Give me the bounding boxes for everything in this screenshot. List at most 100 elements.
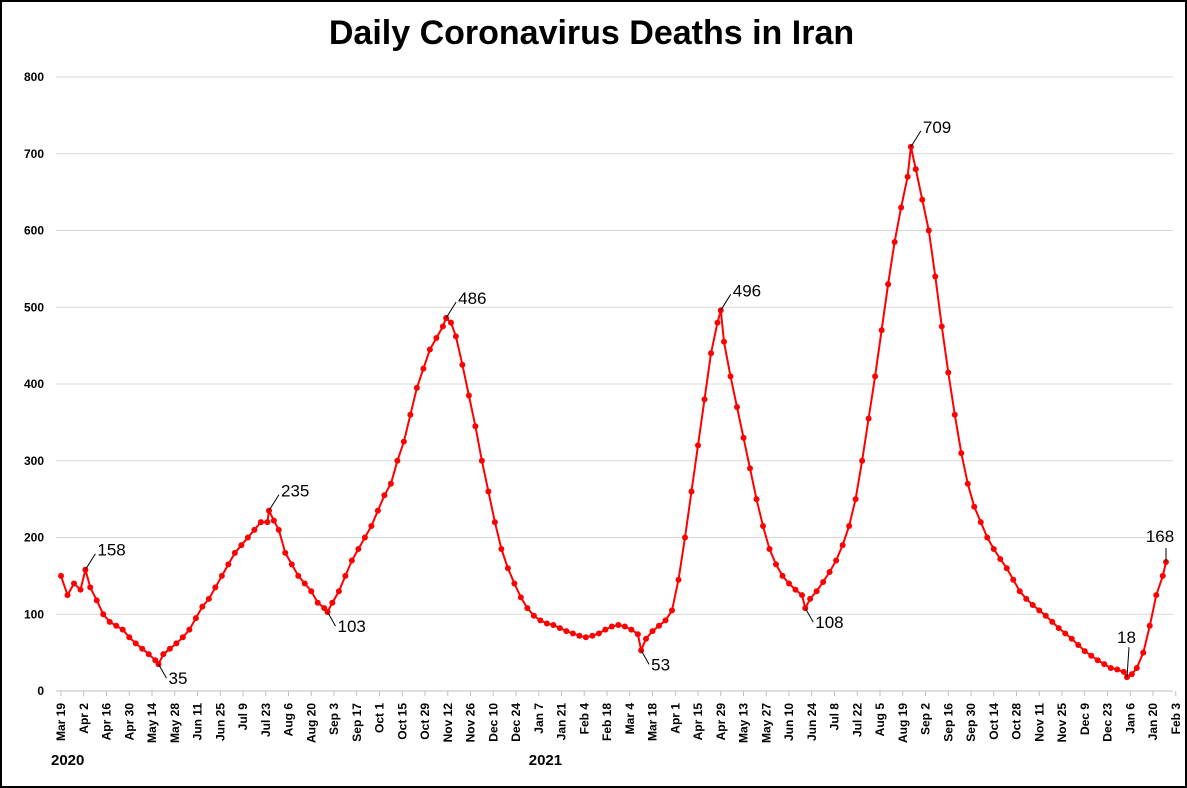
data-point — [872, 373, 879, 380]
annotation-label: 53 — [651, 655, 670, 674]
annotation-label: 496 — [733, 281, 761, 300]
x-tick-label: Oct 15 — [395, 703, 409, 740]
data-point — [1049, 618, 1056, 625]
data-point — [478, 457, 485, 464]
data-point — [1055, 625, 1062, 632]
data-point — [826, 569, 833, 576]
data-point — [807, 595, 814, 602]
data-point — [919, 196, 926, 203]
x-tick-label: Oct 29 — [418, 703, 432, 740]
data-point — [990, 546, 997, 553]
data-point — [628, 626, 635, 633]
data-point — [361, 534, 368, 541]
data-point — [387, 480, 394, 487]
year-labels: 2020 2021 — [51, 752, 562, 769]
annotation-label: 709 — [923, 118, 951, 137]
data-point — [308, 588, 315, 595]
data-point — [688, 488, 695, 495]
data-point — [740, 434, 747, 441]
data-point — [1010, 576, 1017, 583]
data-point — [439, 323, 446, 330]
data-point — [413, 384, 420, 391]
x-tick-label: Oct 28 — [1010, 703, 1024, 740]
annotation-leader — [327, 611, 336, 627]
data-point — [64, 592, 71, 599]
data-point — [701, 396, 708, 403]
data-point — [846, 522, 853, 529]
annotation-leader — [804, 607, 814, 623]
data-point — [634, 631, 641, 638]
x-tick-label: Jan 21 — [555, 703, 569, 741]
data-point — [589, 632, 596, 639]
data-point — [792, 586, 799, 593]
data-point — [257, 519, 264, 526]
data-point — [1153, 592, 1160, 599]
data-point — [113, 622, 120, 629]
data-point — [335, 588, 342, 595]
x-tick-label: Apr 16 — [100, 703, 114, 741]
data-point — [407, 411, 414, 418]
data-point — [192, 615, 199, 622]
data-point — [301, 580, 308, 587]
data-point — [314, 599, 321, 606]
data-point — [288, 561, 295, 568]
deaths-series — [58, 143, 1169, 681]
data-point — [925, 227, 932, 234]
data-point — [218, 572, 225, 579]
data-point — [530, 612, 537, 619]
x-tick-label: Dec 23 — [1101, 703, 1115, 742]
x-tick-label: Sep 30 — [964, 703, 978, 742]
data-point — [865, 415, 872, 422]
x-tick-label: Sep 17 — [350, 703, 364, 742]
data-point — [448, 319, 454, 326]
x-tick-label: Dec 9 — [1078, 703, 1092, 735]
data-point — [656, 622, 662, 629]
data-point — [139, 645, 146, 652]
data-point — [1120, 668, 1127, 675]
data-point — [912, 166, 919, 173]
annotation-label: 486 — [458, 289, 486, 308]
x-tick-label: Aug 6 — [282, 703, 296, 737]
data-point — [537, 617, 544, 624]
data-point — [1114, 666, 1121, 673]
x-tick-label: Aug 20 — [304, 703, 318, 743]
data-point — [714, 319, 721, 326]
data-point — [615, 621, 622, 628]
data-point — [1029, 602, 1036, 609]
data-point — [1023, 595, 1030, 602]
data-point — [459, 361, 466, 368]
data-point — [859, 457, 866, 464]
data-point — [426, 346, 433, 353]
data-point — [602, 626, 609, 633]
data-point — [773, 561, 779, 568]
x-tick-label: May 13 — [737, 703, 751, 743]
data-point — [1107, 664, 1114, 671]
data-point — [244, 534, 251, 541]
data-point — [173, 640, 180, 647]
x-tick-label: Nov 12 — [441, 703, 455, 743]
data-point — [852, 496, 859, 503]
data-point — [662, 617, 669, 624]
data-point — [951, 411, 958, 418]
data-point — [813, 588, 820, 595]
data-point — [368, 522, 375, 529]
data-point — [212, 584, 219, 591]
x-tick-label: Dec 24 — [509, 703, 523, 742]
annotation-leader — [720, 294, 732, 311]
y-tick-label: 0 — [37, 684, 44, 698]
x-tick-label: Oct 14 — [987, 703, 1001, 740]
data-point — [511, 580, 518, 587]
data-point — [106, 618, 113, 625]
x-tick-label: Feb 4 — [577, 703, 591, 735]
data-point — [898, 204, 905, 211]
data-point — [400, 438, 407, 445]
data-point — [786, 580, 792, 587]
data-point — [491, 519, 498, 526]
data-point — [472, 423, 479, 430]
data-point — [727, 373, 734, 380]
data-point — [984, 534, 991, 541]
x-tick-label: Jan 6 — [1123, 703, 1137, 734]
data-point — [394, 457, 401, 464]
annotation-leader — [640, 650, 650, 665]
y-tick-label: 400 — [24, 377, 44, 391]
